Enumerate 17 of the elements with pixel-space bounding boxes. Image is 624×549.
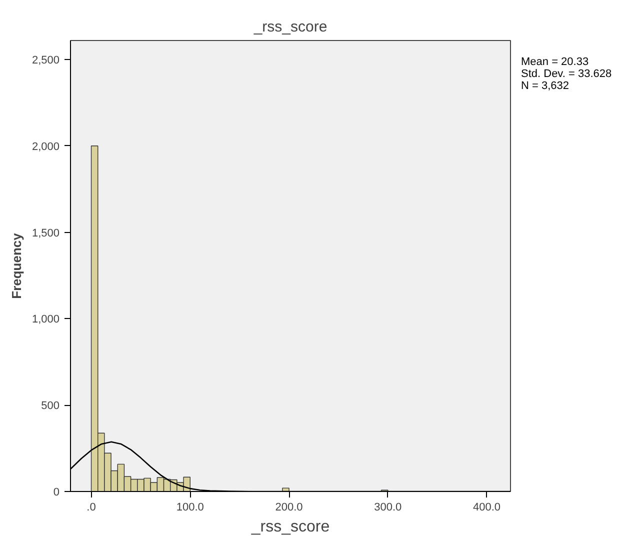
text: N = 3,632 — [521, 80, 570, 92]
text: Std. Dev. = 33.628 — [521, 68, 612, 80]
x-axis-title: _rss_score — [250, 518, 330, 536]
x-tick-label: .0 — [86, 502, 96, 514]
x-tick-label: 100.0 — [176, 502, 204, 514]
y-tick-label: 500 — [41, 400, 60, 412]
chart-title: _rss_score — [252, 18, 328, 36]
y-tick-label: 2,000 — [32, 140, 60, 153]
x-tick-label: 200.0 — [275, 502, 303, 514]
x-tick-label: 400.0 — [473, 502, 501, 514]
y-tick-label: 1,500 — [32, 227, 60, 240]
y-tick-label: 2,500 — [32, 54, 60, 67]
y-tick-label: 1,000 — [32, 314, 60, 326]
text: Mean = 20.33 — [521, 56, 589, 68]
y-tick-label: 0 — [53, 486, 60, 498]
y-axis-title: Frequency — [8, 232, 24, 299]
x-tick-label: 300.0 — [374, 502, 402, 514]
